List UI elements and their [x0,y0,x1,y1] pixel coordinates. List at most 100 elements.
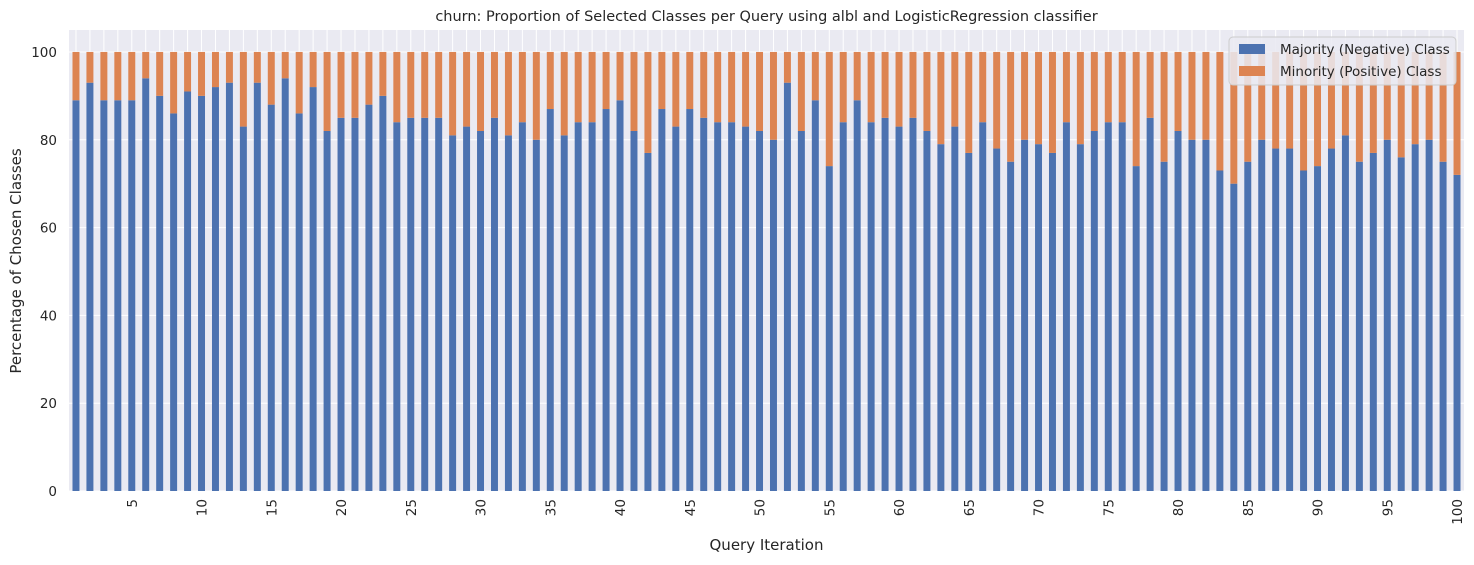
bar-majority [1146,117,1154,492]
bar-minority [142,51,150,79]
bar-minority [1439,51,1447,162]
bar-majority [184,91,192,491]
bar-majority [379,95,387,491]
bar-majority [630,130,638,491]
bar-minority [769,51,777,140]
bar-minority [937,51,945,145]
bar-majority [811,100,819,491]
bar-majority [1216,170,1224,491]
bar-minority [1174,51,1182,131]
bar-majority [1021,139,1029,491]
bar-majority [1341,135,1349,491]
bar-majority [1035,144,1043,491]
bar-majority [156,95,164,491]
bar-minority [1327,51,1335,149]
x-tick-label: 5 [125,499,141,508]
bar-majority [532,139,540,491]
bar-minority [281,51,289,79]
bar-majority [281,78,289,492]
bar-minority [895,51,903,127]
bar-minority [923,51,931,131]
bar-majority [1425,139,1433,491]
bar-majority [1174,130,1182,491]
bar-majority [895,126,903,491]
bar-minority [839,51,847,123]
bar-majority [1327,148,1335,492]
bar-minority [1007,51,1015,162]
bar-majority [477,130,485,491]
bar-majority [1355,161,1363,491]
bar-majority [1314,166,1322,491]
bar-majority [128,100,136,491]
bar-minority [1160,51,1168,162]
bar-majority [435,117,443,492]
x-tick-label: 85 [1241,499,1257,516]
bar-minority [1272,51,1280,149]
legend-label-minority: Minority (Positive) Class [1280,64,1441,80]
bar-majority [644,152,652,491]
bar-majority [672,126,680,491]
bar-majority [463,126,471,491]
bar-minority [1230,51,1238,184]
bar-minority [700,51,708,118]
bar-minority [602,51,610,110]
bar-majority [588,122,596,491]
bar-majority [728,122,736,491]
bar-majority [267,104,275,491]
y-tick-label: 40 [40,308,57,324]
x-tick-labels: 5 10 15 20 25 30 35 40 45 50 55 60 65 70 75 80 85 90 95 100 [125,499,1466,525]
bar-minority [909,51,917,118]
bar-minority [881,51,889,118]
x-tick-label: 60 [892,499,908,516]
bar-majority [909,117,917,492]
x-tick-label: 35 [543,499,559,516]
bar-minority [1062,51,1070,123]
bar-minority [686,51,694,110]
bar-majority [1383,139,1391,491]
bar-minority [1132,51,1140,167]
bar-majority [1411,144,1419,491]
bar-majority [1090,130,1098,491]
bar-majority [825,166,833,491]
x-tick-label: 90 [1311,499,1327,516]
bar-majority [951,126,959,491]
bar-minority [1341,51,1349,136]
bar-minority [211,51,219,88]
bar-minority [295,51,303,114]
x-tick-label: 15 [264,499,280,516]
bar-minority [951,51,959,127]
bar-majority [783,82,791,491]
bar-minority [337,51,345,118]
x-tick-label: 100 [1450,499,1466,525]
bar-minority [170,51,178,114]
bar-minority [393,51,401,123]
x-tick-label: 80 [1171,499,1187,516]
bar-majority [546,109,554,492]
y-tick-label: 80 [40,133,57,149]
x-tick-label: 20 [334,499,350,516]
bar-minority [1202,51,1210,140]
legend-label-majority: Majority (Negative) Class [1280,42,1450,58]
bar-minority [1188,51,1196,140]
bar-minority [114,51,122,101]
x-tick-label: 50 [753,499,769,516]
bar-minority [965,51,973,153]
bar-minority [979,51,987,123]
bar-minority [225,51,233,83]
bar-majority [937,144,945,491]
y-axis-label: Percentage of Chosen Classes [7,148,25,374]
bar-minority [1425,51,1433,140]
y-tick-label: 60 [40,221,57,237]
bar-majority [965,152,973,491]
bar-minority [309,51,317,88]
bar-minority [1076,51,1084,145]
bar-majority [393,122,401,491]
bar-majority [239,126,247,491]
bar-majority [504,135,512,491]
bar-minority [379,51,387,96]
legend-swatch-majority [1239,44,1265,54]
bar-minority [672,51,680,127]
bars [72,51,1461,492]
bar-majority [602,109,610,492]
